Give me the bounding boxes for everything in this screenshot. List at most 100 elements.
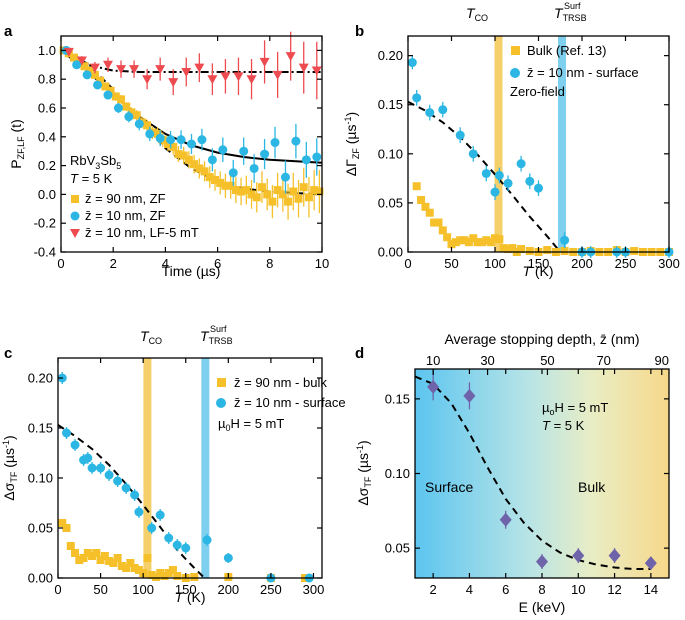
panel-b-s0-point-1 <box>417 195 426 204</box>
panel-a-s1-point-18 <box>249 163 259 173</box>
legend-label-bulk: Bulk (Ref. 13) <box>527 43 606 58</box>
panel-a-xtick-label-2: 4 <box>162 256 169 271</box>
panel-a-s0-point-8 <box>101 82 110 91</box>
panel-b-s0-point-16 <box>482 236 491 245</box>
panel-d-xtick-label-4: 10 <box>571 582 585 597</box>
panel-d-x2tick-label-1: 30 <box>480 353 494 368</box>
legend-marker-10nm-lf <box>70 229 80 238</box>
panel-c-s0-point-0 <box>58 519 67 527</box>
panel-a-s0-point-35 <box>242 186 251 195</box>
panel-c-xtick-label-6: 300 <box>303 582 325 597</box>
panel-c-s0-point-24 <box>160 572 169 580</box>
panel-c-s0-point-14 <box>117 562 126 570</box>
panel-c-xtick-label-3: 150 <box>175 582 197 597</box>
panel-a-s0-point-38 <box>257 183 266 192</box>
panel-b-zero-field: Zero-field <box>510 84 565 99</box>
panel-c-xtick-label-2: 100 <box>132 582 154 597</box>
panel-c-ytick-label-0: 0.00 <box>28 571 53 586</box>
panel-c-s1-point-15 <box>172 540 182 550</box>
panel-a-s0-point-20 <box>164 140 173 148</box>
panel-d-s0-point-4 <box>572 548 585 563</box>
panel-d-x2label: Average stopping depth, z̄ (nm) <box>444 331 639 347</box>
panel-a-s2-point-14 <box>246 75 257 85</box>
panel-a-s1-point-13 <box>197 135 207 145</box>
panel-a-legend: z̄ = 90 nm, ZF z̄ = 10 nm, ZF z̄ = 10 nm… <box>70 191 199 240</box>
panel-a-s1-point-24 <box>312 152 322 162</box>
panel-b-s0-point-7 <box>443 233 452 242</box>
panel-b-s0-point-17 <box>486 238 495 247</box>
panel-c-frame <box>57 357 323 579</box>
panel-b-s1-point-8 <box>494 170 504 180</box>
legend-marker-90nm-bulk <box>217 378 226 387</box>
panel-d-xtick-label-3: 8 <box>538 582 545 597</box>
panel-b-s0-point-25 <box>525 247 534 256</box>
legend-label-10nm-surface: z̄ = 10 nm - surface <box>234 395 346 410</box>
panel-b-s1-point-6 <box>481 168 491 178</box>
panel-c-vbar-0 <box>143 358 152 578</box>
panel-a-s1-point-19 <box>260 149 270 159</box>
panel-c-s0-point-11 <box>105 557 114 565</box>
panel-c-s1-point-18 <box>223 553 233 563</box>
panel-a-s0-point-28 <box>205 173 214 182</box>
panel-a-s0-point-49 <box>315 187 324 196</box>
panel-c-s1-point-13 <box>155 510 165 520</box>
panel-d-s0-point-3 <box>536 554 548 569</box>
panel-a-s0-point-13 <box>127 108 136 117</box>
legend-marker-surface <box>510 68 520 78</box>
panel-c-s0-point-5 <box>79 554 88 562</box>
panel-c-s0-point-20 <box>143 554 152 562</box>
panel-b-s1-point-3 <box>438 105 448 115</box>
panel-a-ylabel: PZF,LF (t) <box>8 119 26 168</box>
panel-a-s0-point-40 <box>268 197 277 206</box>
panel-a-s0-point-22 <box>174 150 183 159</box>
panel-a-s0-point-5 <box>85 66 94 75</box>
panel-c-s0-point-21 <box>147 571 156 579</box>
panel-a-s0-point-44 <box>289 187 298 196</box>
panel-c-ytick-label-4: 0.20 <box>28 371 53 386</box>
panel-c-s1-point-16 <box>181 543 191 553</box>
panel-c-s1-point-11 <box>134 507 144 517</box>
panel-a-s0-point-23 <box>179 151 188 160</box>
panel-b-xtick-label-2: 100 <box>484 256 506 271</box>
panel-a-s1-point-17 <box>239 146 249 156</box>
panel-b-ylabel: ΔΓZF (µs-1) <box>343 112 361 176</box>
panel-c-s0-point-10 <box>100 552 109 560</box>
panel-c-s1-point-8 <box>113 476 123 486</box>
panel-a-s0-point-16 <box>143 121 152 130</box>
panel-c-legend: z̄ = 90 nm - bulk z̄ = 10 nm - surface µ… <box>216 375 346 433</box>
legend-label-surface: z̄ = 10 nm - surface <box>527 65 639 80</box>
panel-b-s0-point-27 <box>543 246 552 255</box>
panel-d-xtick-label-6: 14 <box>644 582 658 597</box>
panel-a-xtick-label-1: 2 <box>110 256 117 271</box>
panel-a-s0-point-36 <box>247 190 256 199</box>
panel-c-s1-point-9 <box>121 483 131 493</box>
panel-b-s0-point-19 <box>495 235 504 244</box>
panel-c-s1-point-5 <box>87 463 97 473</box>
panel-b-s0-point-11 <box>460 236 469 245</box>
panel-c-s1-point-6 <box>96 463 106 473</box>
panel-d-x2tick-label-4: 90 <box>655 353 669 368</box>
panel-a-ytick-label-6: 0.8 <box>38 72 56 87</box>
panel-c-xtick-label-0: 0 <box>54 582 61 597</box>
panel-b-tco-label: TCO <box>466 5 488 23</box>
panel-a-s1-point-8 <box>145 129 155 139</box>
legend-marker-10nm-zf <box>70 211 80 221</box>
panel-a-s0-point-34 <box>237 187 246 196</box>
panel-a-s0-point-25 <box>190 160 199 169</box>
panel-a-s1-point-21 <box>280 172 290 182</box>
panel-a-s0-point-43 <box>284 197 293 206</box>
panel-d-xtick-label-0: 2 <box>430 582 437 597</box>
panel-a-s2-point-12 <box>220 72 231 82</box>
panel-a-s1-point-10 <box>166 135 176 145</box>
panel-a-s0-point-26 <box>195 164 204 173</box>
panel-b-s0-point-10 <box>456 236 465 245</box>
panel-a-s2-point-13 <box>233 72 244 82</box>
panel-a-s2-point-3 <box>102 60 113 70</box>
panel-label-d: d <box>355 345 364 362</box>
panel-b-s0-point-12 <box>464 238 473 247</box>
panel-a-s1-point-2 <box>82 70 92 80</box>
panel-a-s2-point-16 <box>272 70 283 80</box>
panel-c-s0-point-25 <box>164 569 173 577</box>
panel-c-s0-point-8 <box>92 549 101 557</box>
panel-a-s0-point-48 <box>310 186 319 195</box>
